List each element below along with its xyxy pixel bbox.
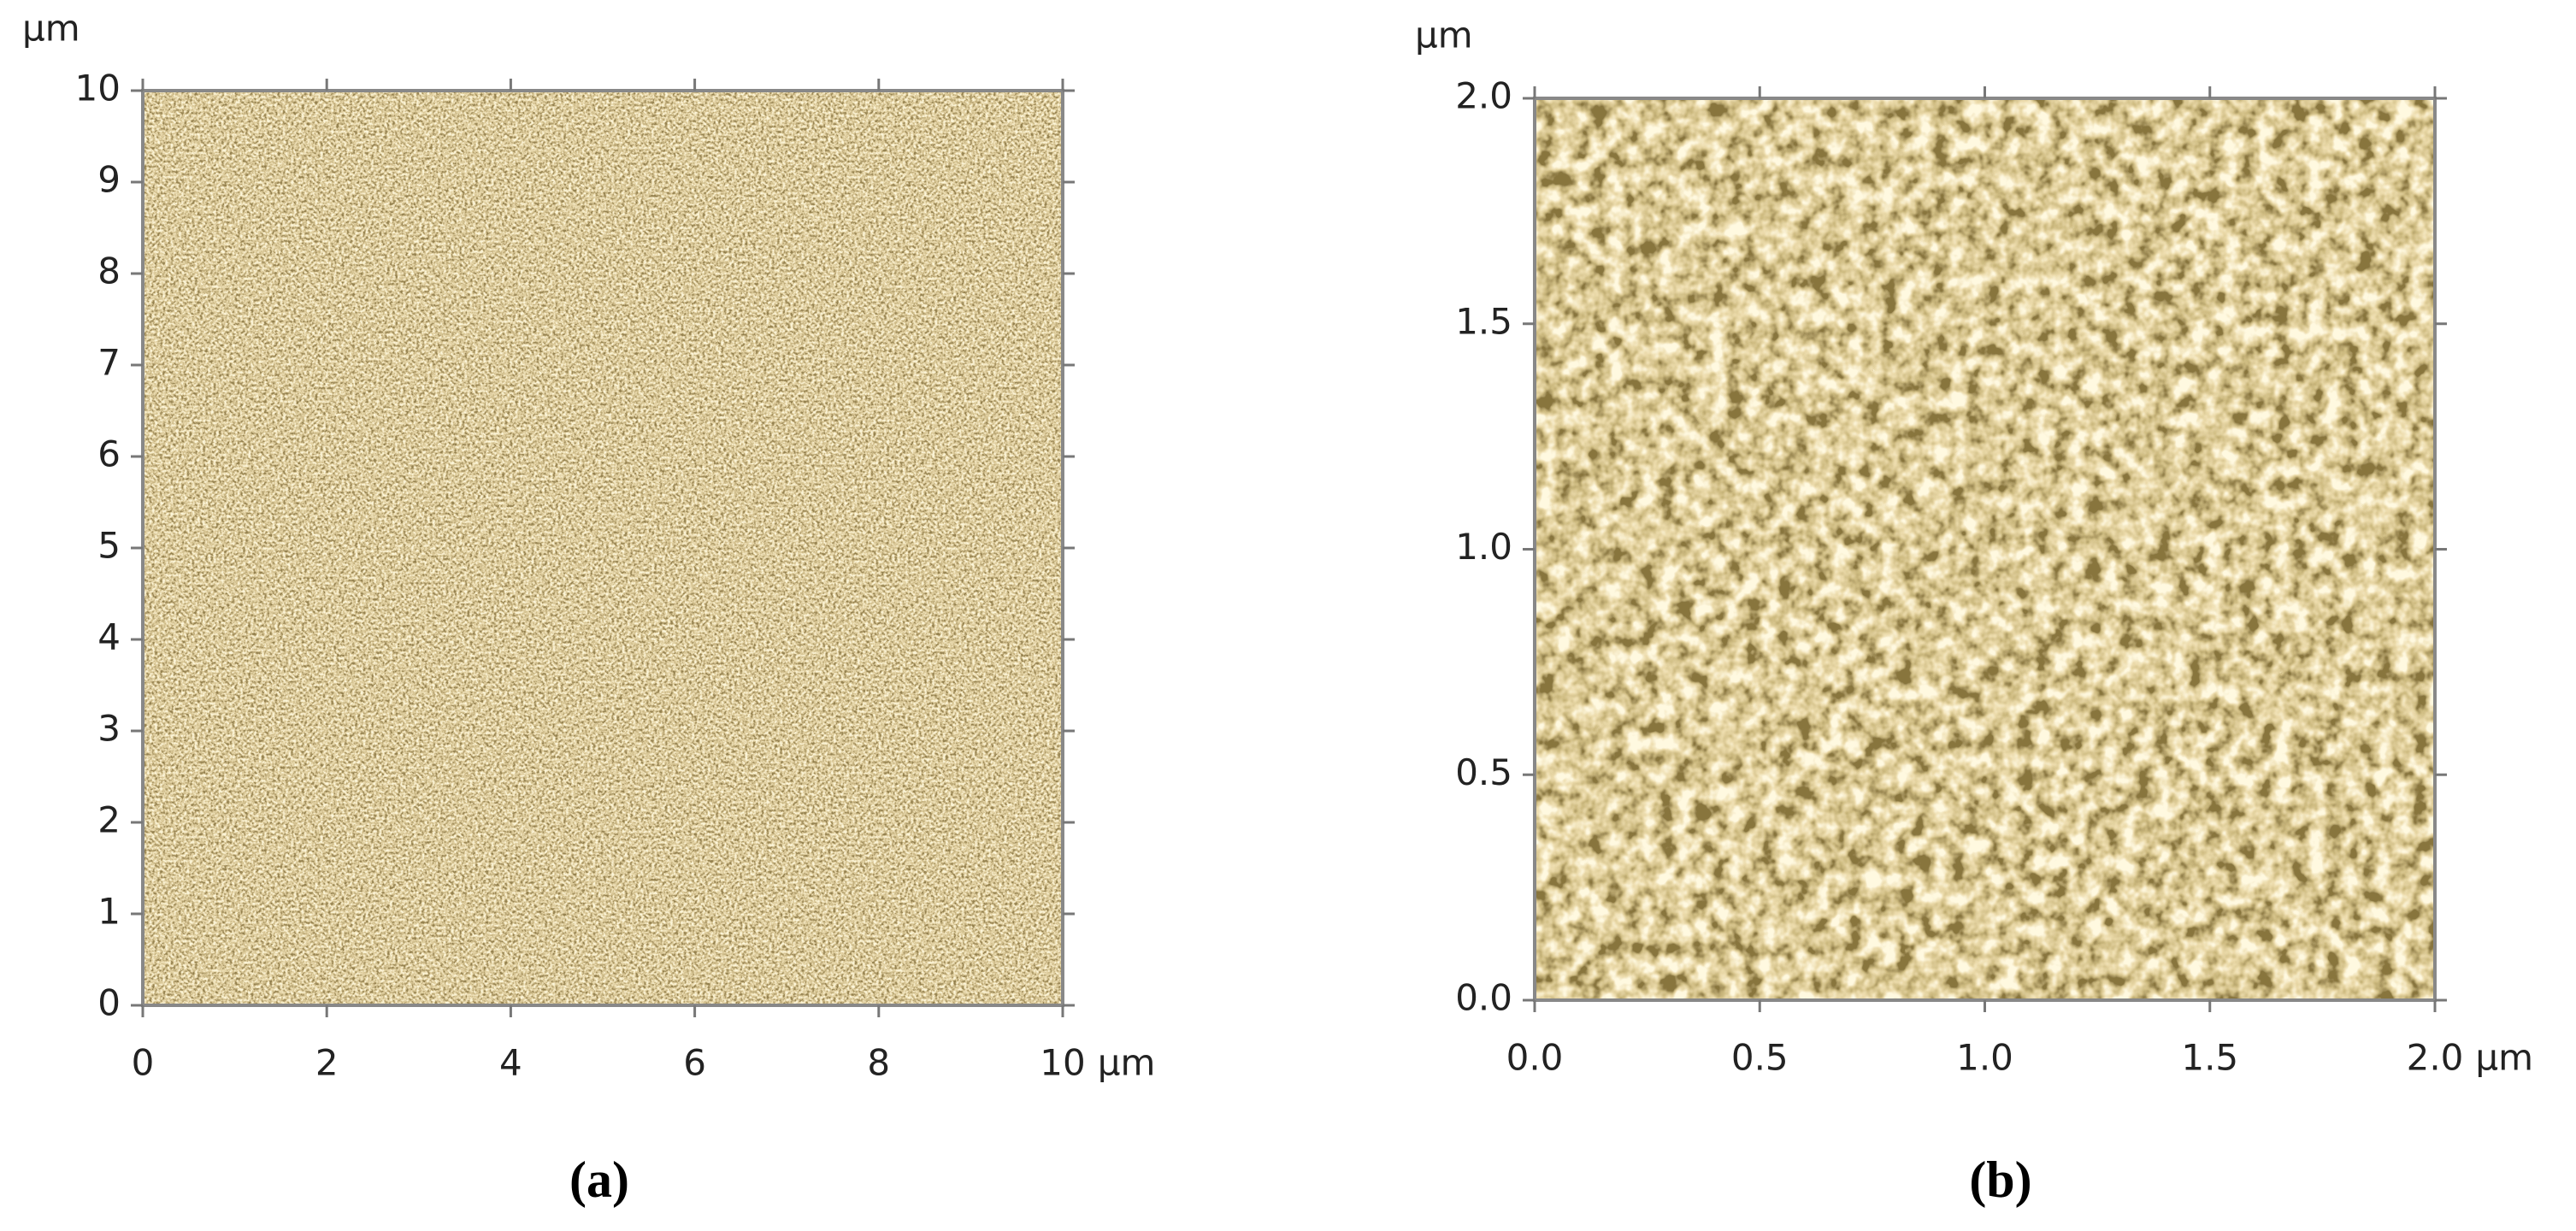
y-tick-label: 3: [97, 708, 121, 750]
caption: (a): [569, 1151, 629, 1208]
y-tick-label: 4: [97, 616, 121, 658]
y-unit: μm: [22, 8, 80, 50]
x-tick-label: 1.5: [2181, 1037, 2238, 1079]
y-tick-label: 2: [97, 799, 121, 841]
x-tick-label: 0: [132, 1042, 155, 1084]
y-tick-label: 1: [97, 891, 121, 933]
y-tick-label: 8: [97, 250, 121, 292]
afm-image: [143, 91, 1063, 1005]
y-tick-label: 6: [97, 433, 121, 475]
x-tick-label: 1.0: [1956, 1037, 2013, 1079]
y-unit: μm: [1415, 15, 1473, 56]
x-tick-label: 6: [683, 1042, 706, 1084]
y-tick-label: 10: [75, 68, 121, 109]
y-tick-label: 7: [97, 342, 121, 384]
y-tick-label: 5: [97, 525, 121, 567]
y-tick-label: 1.0: [1455, 526, 1512, 568]
y-tick-label: 0.5: [1455, 751, 1512, 793]
x-tick-label: 2.0: [2407, 1037, 2464, 1079]
afm-image: [1535, 98, 2435, 1000]
x-tick-label: 0.0: [1506, 1037, 1564, 1079]
x-tick-label: 4: [499, 1042, 522, 1084]
y-tick-label: 9: [97, 159, 121, 201]
x-tick-label: 10: [1040, 1042, 1085, 1084]
y-tick-label: 2.0: [1455, 75, 1512, 117]
x-unit: μm: [1098, 1042, 1156, 1084]
y-tick-label: 0.0: [1455, 977, 1512, 1019]
caption: (b): [1969, 1151, 2031, 1208]
x-tick-label: 8: [867, 1042, 890, 1084]
x-tick-label: 0.5: [1731, 1037, 1789, 1079]
y-tick-label: 0: [97, 982, 121, 1024]
y-tick-label: 1.5: [1455, 300, 1512, 342]
x-tick-label: 2: [315, 1042, 339, 1084]
x-unit: μm: [2475, 1037, 2533, 1079]
